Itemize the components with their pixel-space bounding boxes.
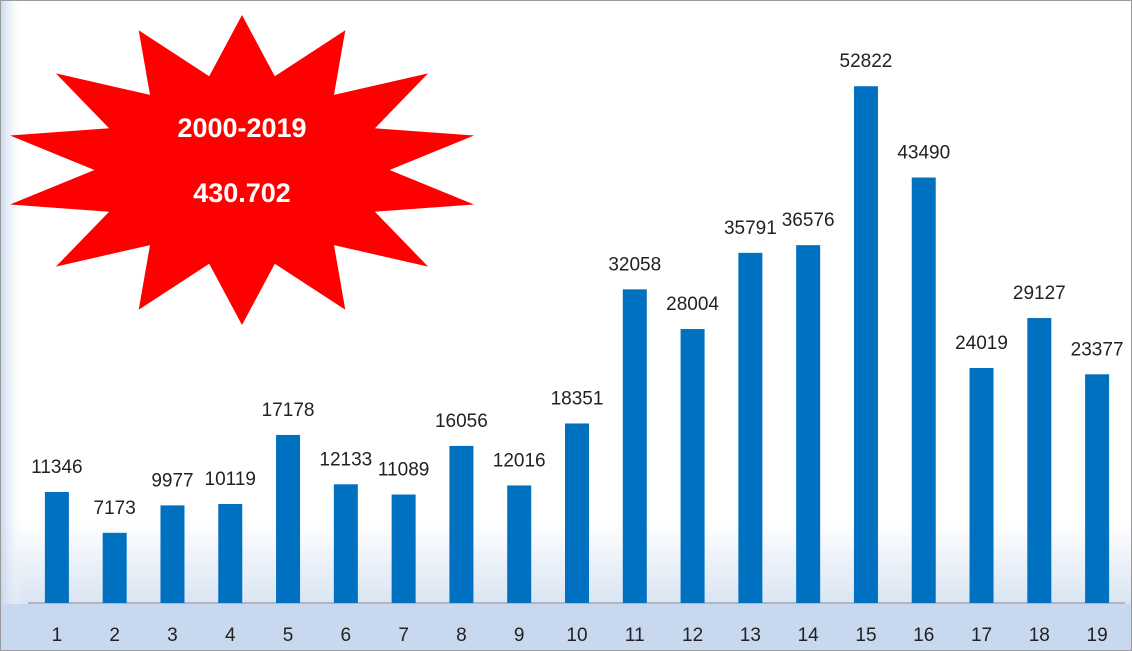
annotation: 2000-2019 xyxy=(177,113,306,143)
bar xyxy=(507,485,532,603)
x-tick-label: 7 xyxy=(398,625,409,646)
x-tick-label: 3 xyxy=(167,625,178,646)
bar xyxy=(276,434,301,603)
bar xyxy=(969,368,994,603)
value-label: 12133 xyxy=(319,449,372,470)
x-tick-label: 13 xyxy=(740,625,761,646)
bar xyxy=(796,245,821,603)
x-tick-label: 12 xyxy=(682,625,703,646)
x-tick-label: 18 xyxy=(1029,625,1050,646)
bar xyxy=(449,445,474,603)
bar xyxy=(911,177,936,603)
value-label: 35791 xyxy=(724,218,777,239)
value-label: 24019 xyxy=(955,333,1008,354)
value-label: 36576 xyxy=(782,210,835,231)
x-tick-label: 16 xyxy=(913,625,934,646)
x-tick-label: 5 xyxy=(283,625,294,646)
bar xyxy=(680,329,705,603)
value-label: 9977 xyxy=(151,470,193,491)
bar xyxy=(44,491,69,603)
value-label: 29127 xyxy=(1013,283,1066,304)
value-label: 17178 xyxy=(262,400,315,421)
bar xyxy=(218,504,243,603)
bar xyxy=(1085,374,1110,603)
x-tick-label: 19 xyxy=(1087,625,1108,646)
x-tick-label: 9 xyxy=(514,625,525,646)
x-tick-label: 15 xyxy=(855,625,876,646)
bar xyxy=(333,484,358,603)
side-shade xyxy=(1,1,23,650)
bar xyxy=(622,289,647,603)
bar xyxy=(160,505,185,603)
value-label: 11346 xyxy=(31,457,82,478)
x-tick-label: 14 xyxy=(798,625,820,646)
bar xyxy=(738,252,763,603)
value-label: 12016 xyxy=(493,450,546,471)
starburst xyxy=(10,15,474,325)
value-label: 16056 xyxy=(435,411,488,432)
annotation: 430.702 xyxy=(193,178,291,208)
value-label: 52822 xyxy=(840,51,893,72)
value-label: 7173 xyxy=(94,498,136,519)
bar xyxy=(565,423,589,603)
value-label: 32058 xyxy=(608,254,661,275)
bar xyxy=(391,494,416,603)
value-label: 10119 xyxy=(205,469,256,490)
x-tick-label: 11 xyxy=(625,625,645,646)
x-tick-label: 1 xyxy=(52,625,63,646)
x-tick-label: 2 xyxy=(109,625,120,646)
x-tick-label: 17 xyxy=(971,625,992,646)
value-label: 43490 xyxy=(897,143,950,164)
x-tick-label: 8 xyxy=(456,625,467,646)
x-tick-label: 10 xyxy=(566,625,587,646)
x-tick-label: 4 xyxy=(225,625,236,646)
x-tick-label: 6 xyxy=(341,625,352,646)
bar xyxy=(853,86,878,603)
value-label: 11089 xyxy=(378,460,429,481)
value-label: 18351 xyxy=(551,388,604,409)
bar xyxy=(1027,318,1052,603)
value-label: 28004 xyxy=(666,294,719,315)
axis-band xyxy=(1,604,1131,650)
value-label: 23377 xyxy=(1071,339,1124,360)
bar xyxy=(102,532,127,603)
